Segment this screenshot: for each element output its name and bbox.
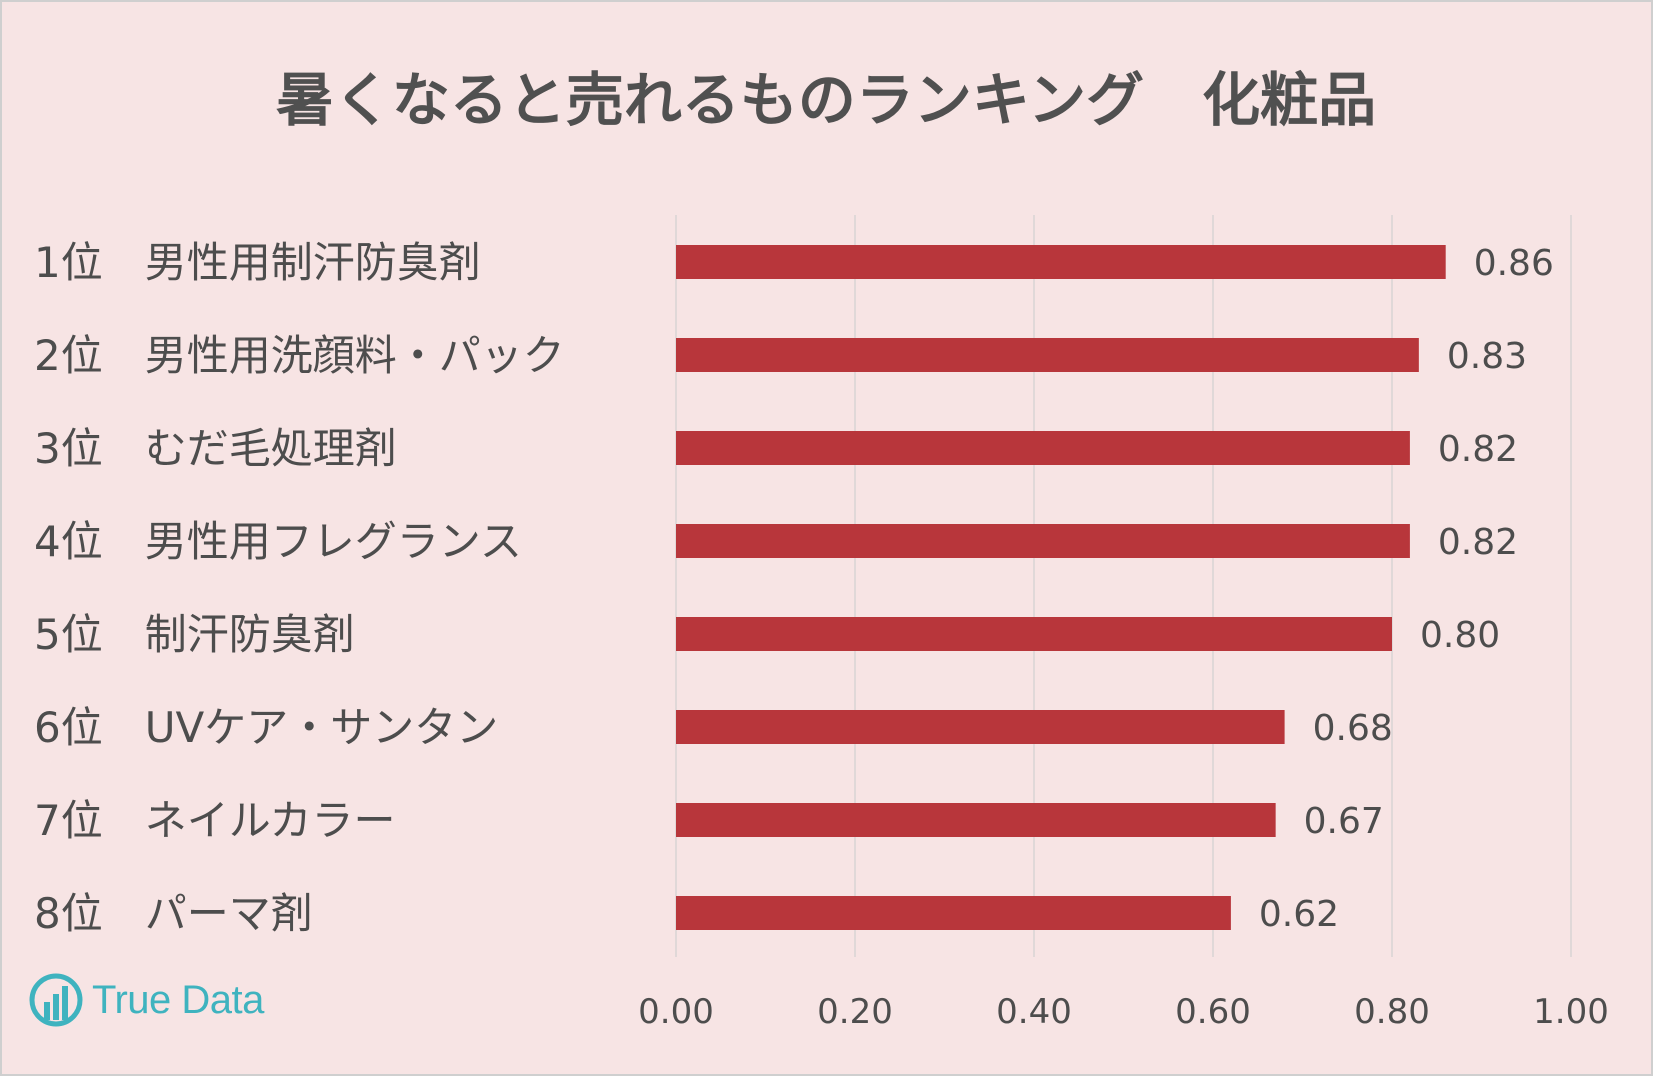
x-tick-label: 0.00 (638, 992, 714, 1032)
bar (676, 245, 1446, 279)
x-tick-label: 0.60 (1175, 992, 1251, 1032)
gridlines (675, 215, 1572, 957)
data-label: 0.68 (1313, 708, 1393, 749)
x-tick-label: 1.00 (1533, 992, 1609, 1032)
chart-title: 暑くなると売れるものランキング 化粧品 (276, 66, 1376, 134)
category-label: 4位 男性用フレグランス (34, 517, 522, 566)
category-label: 6位 UVケア・サンタン (34, 703, 498, 752)
bar (676, 338, 1419, 372)
x-tick-label: 0.80 (1354, 992, 1430, 1032)
x-tick-label: 0.20 (817, 992, 893, 1032)
category-label: 8位 パーマ剤 (34, 889, 313, 938)
bars (676, 245, 1446, 930)
data-label: 0.80 (1420, 615, 1500, 656)
x-tick-label: 0.40 (996, 992, 1072, 1032)
data-labels: 0.86 0.83 0.82 0.82 0.80 0.68 0.67 0.62 (1259, 243, 1554, 935)
data-label: 0.83 (1447, 336, 1527, 377)
category-labels: 1位 男性用制汗防臭剤 2位 男性用洗顔料・パック 3位 むだ毛処理剤 4位 男性用フ… (34, 238, 565, 938)
category-label: 3位 むだ毛処理剤 (34, 424, 397, 473)
bar (676, 524, 1410, 558)
true-data-logo: True Data (28, 972, 264, 1028)
category-label: 2位 男性用洗顔料・パック (34, 331, 565, 380)
bar (676, 617, 1392, 651)
bar (676, 431, 1410, 465)
category-label: 7位 ネイルカラー (34, 796, 395, 845)
bar (676, 710, 1285, 744)
data-label: 0.82 (1438, 429, 1518, 470)
truedata-logo-icon (29, 973, 83, 1027)
x-axis-ticks: 0.00 0.20 0.40 0.60 0.80 1.00 (638, 992, 1609, 1032)
bar (676, 896, 1231, 930)
logo-text: True Data (92, 977, 264, 1022)
category-label: 5位 制汗防臭剤 (34, 610, 355, 659)
data-label: 0.86 (1474, 243, 1554, 284)
data-label: 0.67 (1304, 801, 1384, 842)
data-label: 0.82 (1438, 522, 1518, 563)
category-label: 1位 男性用制汗防臭剤 (34, 238, 481, 287)
bar (676, 803, 1276, 837)
data-label: 0.62 (1259, 894, 1339, 935)
